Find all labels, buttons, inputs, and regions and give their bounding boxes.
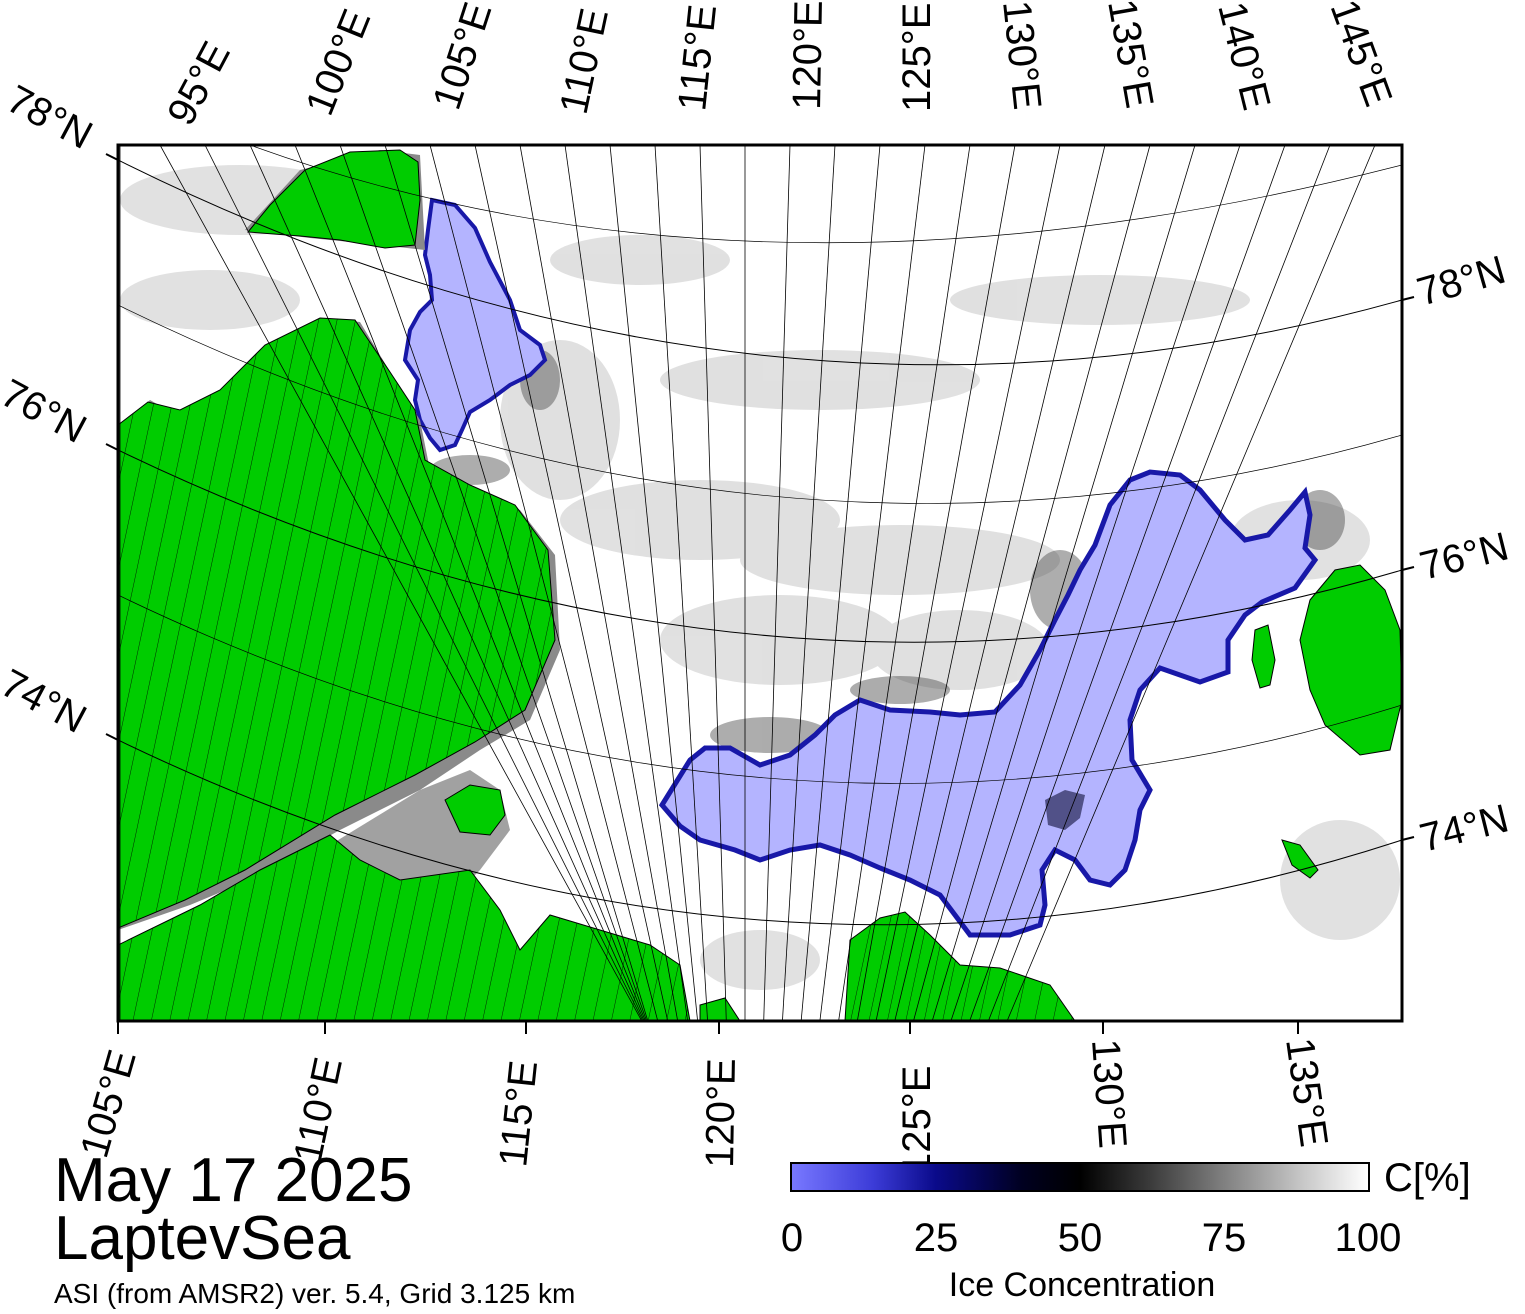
colorbar-unit: C[%] <box>1384 1156 1471 1200</box>
colorbar-tick-label: 50 <box>1057 1216 1103 1260</box>
polynya-dark-patch <box>1045 790 1085 830</box>
meridian-line <box>564 145 689 1021</box>
mainland-coast-west-hatch <box>118 835 690 1021</box>
lon-label-bottom: 135°E <box>1277 1035 1336 1149</box>
lon-label-bottom: 125°E <box>895 1066 939 1175</box>
colorbar-tick-label: 25 <box>913 1216 959 1260</box>
meridian-line <box>950 145 1241 1021</box>
meridian-line <box>838 145 971 1021</box>
meridian-line <box>699 145 727 1021</box>
severnaya-zemlya <box>247 149 421 249</box>
meridian-line <box>782 145 836 1021</box>
land <box>118 149 1402 1021</box>
lon-label-top: 130°E <box>994 0 1049 112</box>
parallel-76N <box>118 449 1402 643</box>
colorbar-label: Ice Concentration <box>948 1266 1216 1304</box>
meridian-line <box>931 145 1196 1021</box>
lat-label-left: 74°N <box>0 661 93 742</box>
kotelny-island <box>1299 564 1402 756</box>
polynya-east <box>658 469 1319 938</box>
axis-ticks <box>105 153 1415 1034</box>
lat-label-right: 76°N <box>1416 524 1513 588</box>
colorbar-tick-label: 75 <box>1201 1216 1247 1260</box>
lena-delta-hatch <box>845 912 1075 1021</box>
meridian-line <box>819 145 926 1021</box>
lon-label-top: 95°E <box>159 35 239 133</box>
meridian-line <box>204 145 644 1021</box>
lat-label-right: 74°N <box>1416 796 1513 860</box>
coast-small-east <box>699 997 741 1021</box>
parallel-74N <box>118 739 1402 926</box>
lon-label-top: 105°E <box>425 0 501 115</box>
lon-label-bottom: 105°E <box>72 1045 144 1162</box>
meridian-line <box>654 145 708 1021</box>
meridian-line <box>429 145 659 1021</box>
meridian-line <box>474 145 669 1021</box>
parallel-75N <box>118 594 1402 784</box>
map-frame <box>116 143 1404 1023</box>
colorbar-tick-label: 100 <box>1334 1216 1402 1260</box>
meridian-line <box>856 145 1016 1021</box>
lon-label-top: 135°E <box>1099 0 1161 111</box>
meridian-line <box>384 145 649 1021</box>
map-region: LaptevSea <box>54 1204 351 1273</box>
meridian-line <box>875 145 1061 1021</box>
parallel-79N <box>249 145 1402 244</box>
colorbar-tick-label: 0 <box>780 1216 804 1260</box>
data-source: ASI (from AMSR2) ver. 5.4, Grid 3.125 km <box>54 1278 576 1309</box>
map-date: May 17 2025 <box>54 1146 413 1215</box>
meridian-line <box>987 145 1331 1021</box>
lon-label-top: 120°E <box>785 0 831 110</box>
parallel-77N <box>118 304 1402 504</box>
meridian-line <box>609 145 698 1021</box>
lat-label-right: 78°N <box>1412 248 1510 315</box>
meridian-line <box>913 145 1151 1021</box>
meridian-line <box>800 145 881 1021</box>
lon-label-bottom: 130°E <box>1083 1038 1135 1150</box>
lon-label-top: 140°E <box>1209 0 1278 114</box>
top-lon-labels: 95°E 100°E 105°E 110°E 115°E 120°E 125°E… <box>159 0 1400 132</box>
meridian-line <box>969 145 1286 1021</box>
meridian-line <box>763 145 791 1021</box>
taymyr-hatch <box>118 318 555 928</box>
meridian-line <box>519 145 679 1021</box>
meridian-line <box>294 145 646 1021</box>
lon-label-top: 125°E <box>895 3 939 112</box>
open-water <box>402 197 1319 938</box>
lon-label-bottom: 120°E <box>698 1058 744 1168</box>
lat-label-left: 78°N <box>0 77 99 158</box>
lon-label-bottom: 115°E <box>491 1058 546 1168</box>
meridian-line <box>159 145 643 1021</box>
stolbovoy-island <box>1281 839 1319 879</box>
graticule <box>118 145 1402 926</box>
meridian-line <box>894 145 1106 1021</box>
colorbar <box>790 1162 1370 1192</box>
lon-label-top: 115°E <box>670 2 725 112</box>
meridian-line <box>339 145 647 1021</box>
meridian-line <box>1006 145 1376 1021</box>
meridian-line <box>249 145 645 1021</box>
lon-label-top: 110°E <box>552 5 617 118</box>
lon-label-top: 100°E <box>298 3 380 121</box>
lon-label-top: 145°E <box>1322 0 1401 112</box>
belkovsky-island <box>1251 624 1276 689</box>
lat-label-left: 76°N <box>0 371 93 452</box>
meridians <box>119 145 1376 1021</box>
peninsula-island <box>444 784 506 836</box>
parallel-78N <box>118 159 1402 366</box>
